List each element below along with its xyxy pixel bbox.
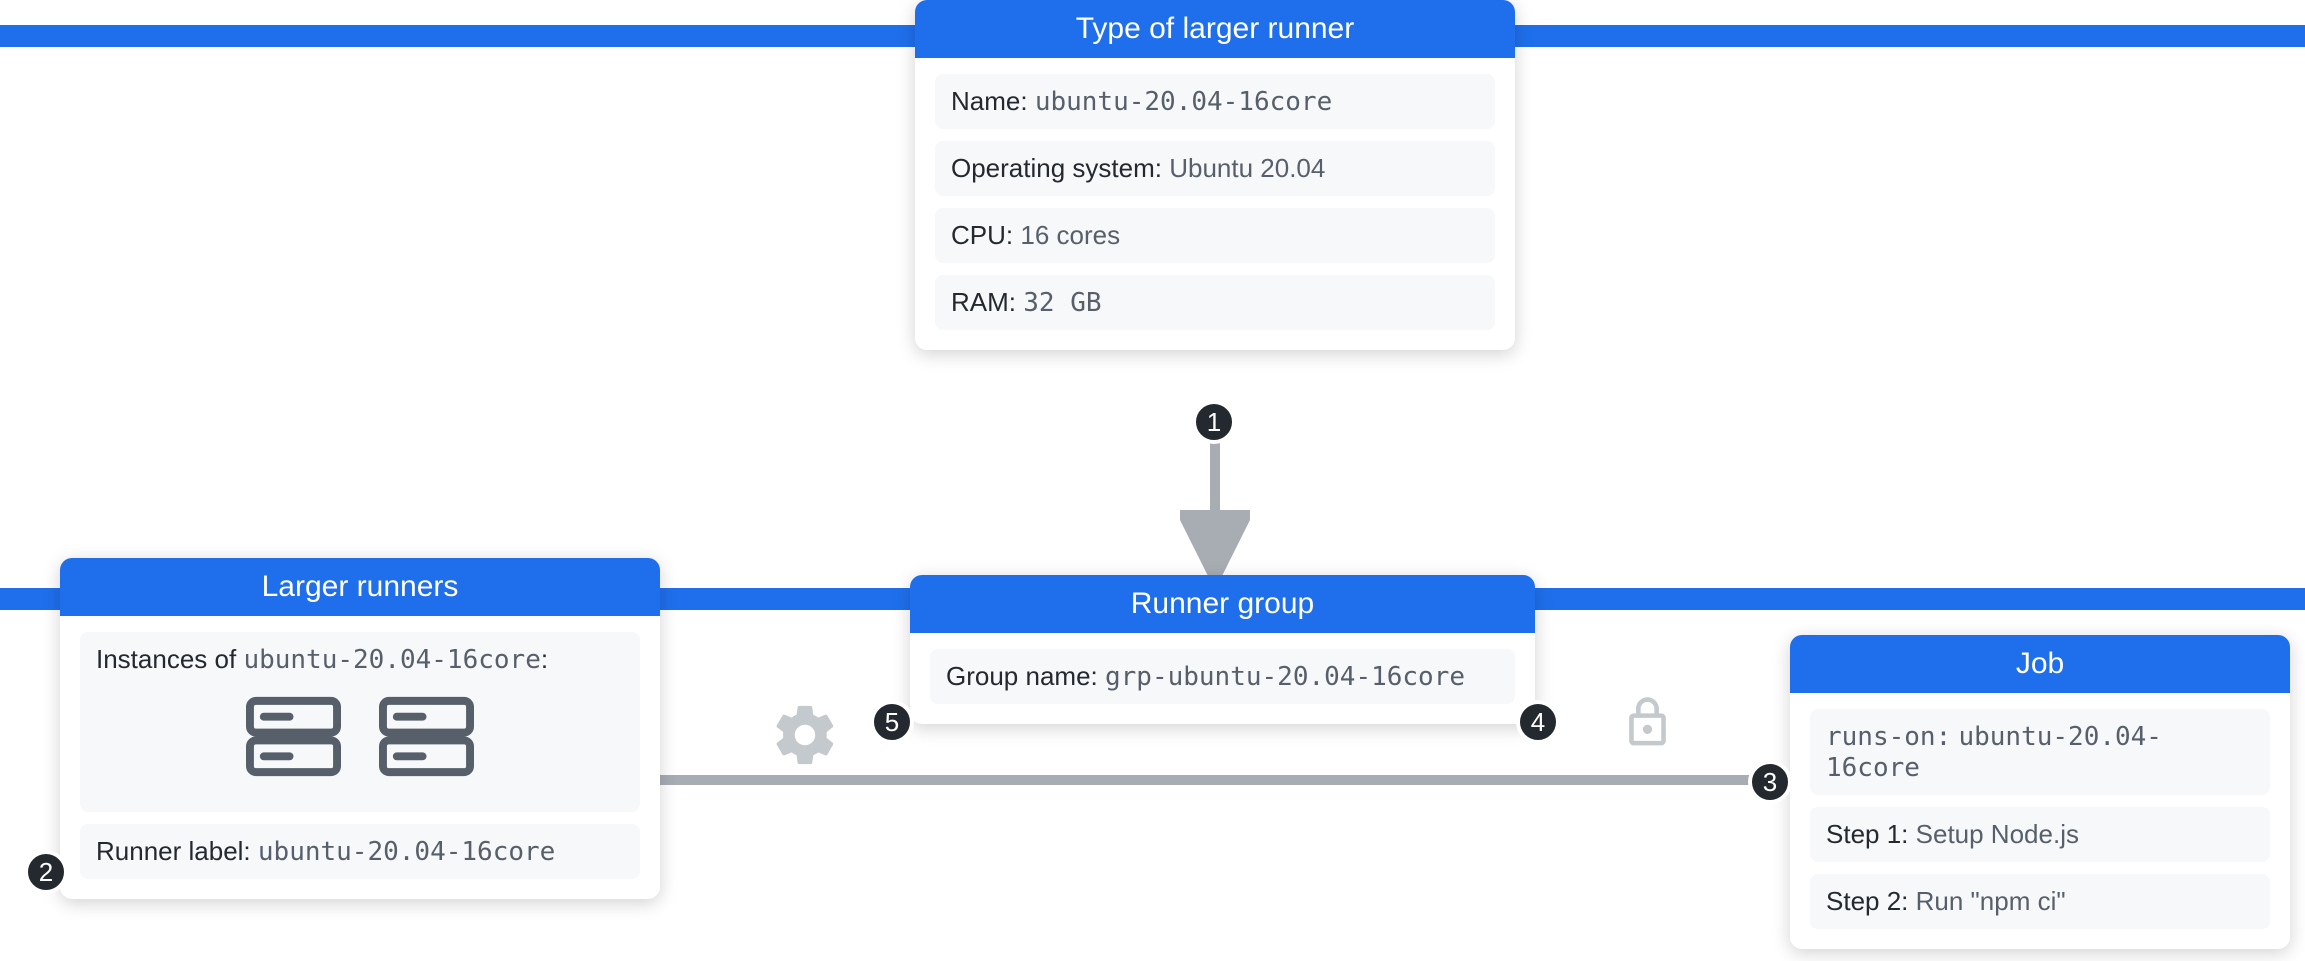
field-ram: RAM: 32 GB: [935, 275, 1495, 330]
server-icons-row: [96, 675, 624, 794]
field-instances: Instances of ubuntu-20.04-16core:: [80, 632, 640, 812]
group-label: Group name:: [946, 661, 1098, 691]
ram-label: RAM:: [951, 287, 1016, 317]
field-step-2: Step 2: Run "npm ci": [1810, 874, 2270, 929]
runs-on-label: runs-on:: [1826, 722, 1951, 752]
server-icon: [374, 689, 479, 784]
badge-1: 1: [1192, 400, 1236, 444]
field-step-1: Step 1: Setup Node.js: [1810, 807, 2270, 862]
badge-5: 5: [870, 700, 914, 744]
lock-icon: [1620, 695, 1675, 755]
runner-label-value: ubuntu-20.04-16core: [258, 837, 555, 867]
field-name: Name: ubuntu-20.04-16core: [935, 74, 1495, 129]
ram-value: 32 GB: [1023, 288, 1101, 318]
os-value: Ubuntu 20.04: [1169, 153, 1325, 183]
step1-label: Step 1:: [1826, 819, 1908, 849]
card-job: Job runs-on: ubuntu-20.04-16core Step 1:…: [1790, 635, 2290, 949]
instances-value: ubuntu-20.04-16core: [243, 645, 540, 675]
server-icon: [241, 689, 346, 784]
field-runs-on: runs-on: ubuntu-20.04-16core: [1810, 709, 2270, 795]
card-header-type: Type of larger runner: [915, 0, 1515, 58]
group-value: grp-ubuntu-20.04-16core: [1105, 662, 1465, 692]
card-larger-runners: Larger runners Instances of ubuntu-20.04…: [60, 558, 660, 899]
step2-label: Step 2:: [1826, 886, 1908, 916]
field-cpu: CPU: 16 cores: [935, 208, 1495, 263]
field-runner-label: Runner label: ubuntu-20.04-16core: [80, 824, 640, 879]
name-label: Name:: [951, 86, 1028, 116]
arrow-type-to-group: [1180, 420, 1250, 590]
card-header-group: Runner group: [910, 575, 1535, 633]
badge-2: 2: [24, 850, 68, 894]
cpu-value: 16 cores: [1020, 220, 1120, 250]
card-runner-group: Runner group Group name: grp-ubuntu-20.0…: [910, 575, 1535, 724]
card-header-larger: Larger runners: [60, 558, 660, 616]
field-group-name: Group name: grp-ubuntu-20.04-16core: [930, 649, 1515, 704]
step2-value: Run "npm ci": [1916, 886, 2066, 916]
field-os: Operating system: Ubuntu 20.04: [935, 141, 1495, 196]
runner-label-label: Runner label:: [96, 836, 251, 866]
name-value: ubuntu-20.04-16core: [1035, 87, 1332, 117]
step1-value: Setup Node.js: [1916, 819, 2079, 849]
instances-label: Instances of: [96, 644, 236, 674]
badge-4: 4: [1516, 700, 1560, 744]
card-header-job: Job: [1790, 635, 2290, 693]
arrow-job-to-larger: [480, 750, 1810, 810]
card-type-of-larger-runner: Type of larger runner Name: ubuntu-20.04…: [915, 0, 1515, 350]
badge-3: 3: [1748, 760, 1792, 804]
cpu-label: CPU:: [951, 220, 1013, 250]
os-label: Operating system:: [951, 153, 1162, 183]
